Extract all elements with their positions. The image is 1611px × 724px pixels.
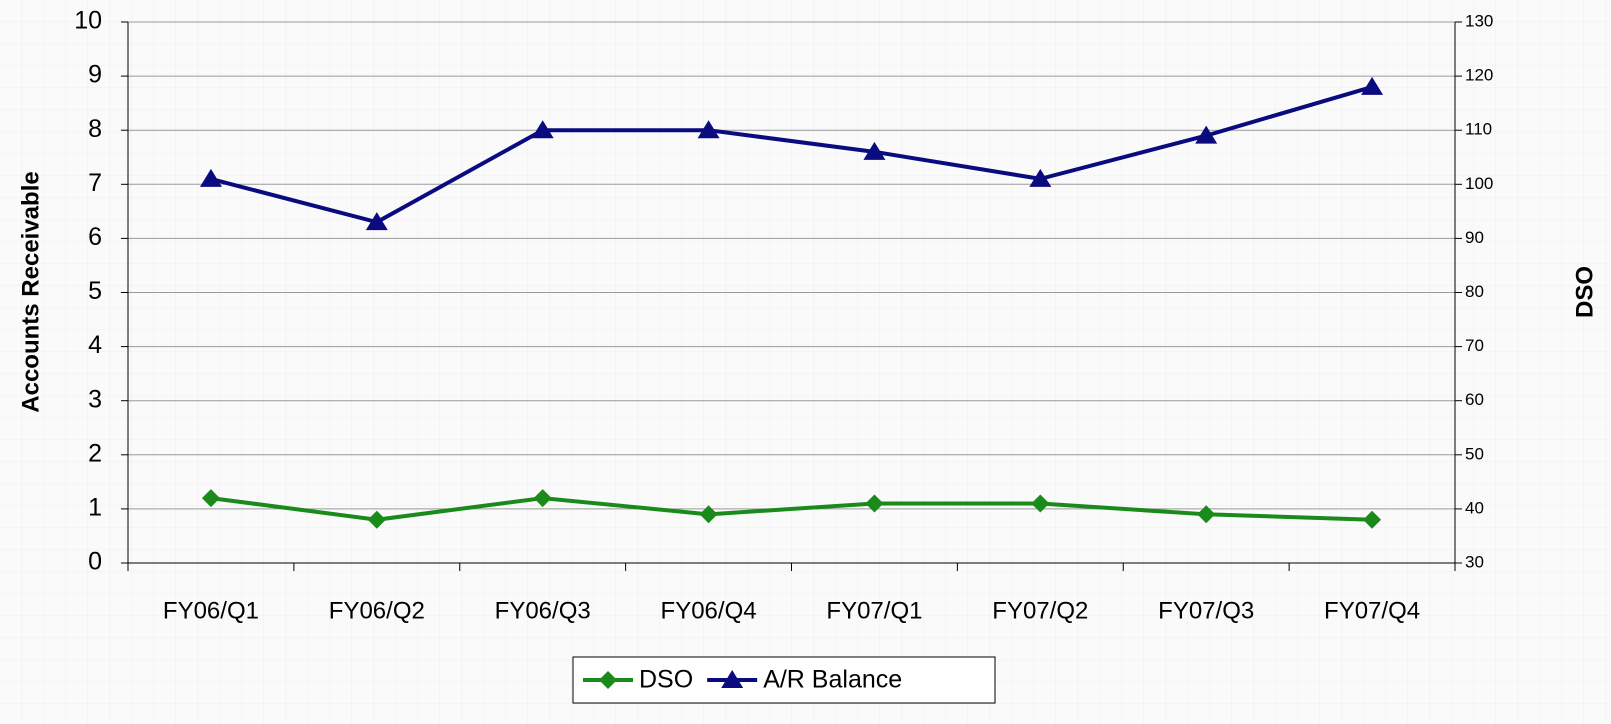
y2-axis-title: DSO xyxy=(1571,266,1598,318)
data-point xyxy=(697,120,720,139)
data-point xyxy=(863,141,886,160)
y2-tick-label: 60 xyxy=(1465,390,1484,409)
y2-tick-label: 70 xyxy=(1465,336,1484,355)
y2-tick-label: 100 xyxy=(1465,174,1493,193)
y-tick-label: 2 xyxy=(88,439,102,467)
legend-marker xyxy=(721,670,744,688)
legend: DSO A/R Balance xyxy=(572,656,996,704)
legend-label: DSO xyxy=(639,666,693,694)
y-tick-label: 10 xyxy=(74,7,102,35)
x-tick-label: FY07/Q4 xyxy=(1324,597,1420,624)
x-tick-label: FY06/Q4 xyxy=(661,597,757,624)
y2-tick-label: 110 xyxy=(1465,120,1492,139)
legend-marker xyxy=(599,671,617,689)
data-point xyxy=(533,489,552,508)
data-point xyxy=(201,489,220,508)
data-point xyxy=(1361,76,1384,95)
series-line xyxy=(210,496,1373,522)
y2-tick-label: 90 xyxy=(1465,228,1484,247)
legend-label: A/R Balance xyxy=(763,666,902,694)
y-tick-label: 7 xyxy=(88,169,102,197)
y-tick-label: 5 xyxy=(88,277,102,305)
data-point xyxy=(531,120,554,139)
y2-tick-label: 130 xyxy=(1465,11,1493,30)
y-tick-label: 9 xyxy=(88,61,102,89)
y-tick-label: 1 xyxy=(88,494,102,522)
y-tick-label: 4 xyxy=(88,331,102,359)
x-tick-label: FY06/Q1 xyxy=(163,597,259,624)
data-point xyxy=(199,168,222,187)
y-tick-label: 6 xyxy=(88,223,102,251)
x-tick-label: FY06/Q3 xyxy=(495,597,591,624)
y-tick-label: 3 xyxy=(88,385,102,413)
y2-tick-label: 80 xyxy=(1465,282,1484,301)
data-point xyxy=(1197,505,1216,524)
data-point xyxy=(367,510,386,529)
data-point xyxy=(1363,510,1382,529)
y2-tick-label: 30 xyxy=(1465,552,1484,571)
data-point xyxy=(1029,168,1052,187)
data-point xyxy=(1031,494,1050,513)
y-axis-title: Accounts Receivable xyxy=(17,171,44,412)
data-point xyxy=(365,212,388,231)
data-point xyxy=(1195,125,1218,144)
y-tick-label: 8 xyxy=(88,115,102,143)
x-tick-label: FY07/Q1 xyxy=(826,597,922,624)
legend-box xyxy=(572,656,996,704)
x-tick-label: FY07/Q2 xyxy=(992,597,1088,624)
y2-tick-label: 120 xyxy=(1465,66,1493,85)
data-point xyxy=(699,505,718,524)
y2-tick-label: 40 xyxy=(1465,498,1484,517)
y-tick-label: 0 xyxy=(88,548,102,576)
x-tick-label: FY06/Q2 xyxy=(329,597,425,624)
x-tick-label: FY07/Q3 xyxy=(1158,597,1254,624)
series-line xyxy=(210,85,1373,225)
y2-tick-label: 50 xyxy=(1465,444,1484,463)
data-point xyxy=(865,494,884,513)
